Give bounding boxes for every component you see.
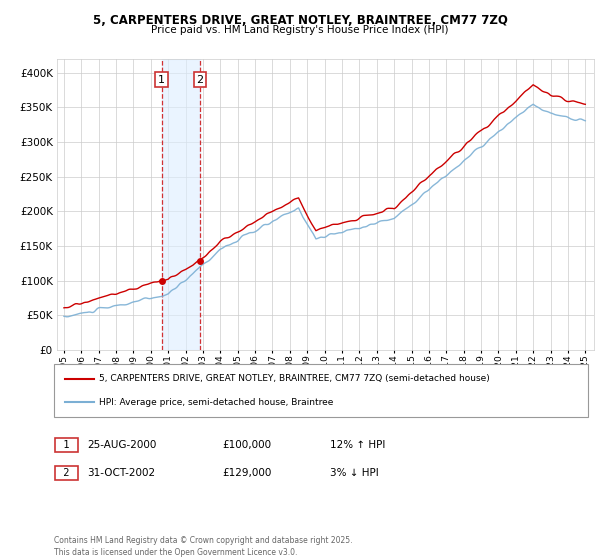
Text: £129,000: £129,000 [222, 468, 271, 478]
Text: 2: 2 [197, 74, 203, 85]
Text: 2: 2 [57, 468, 76, 478]
Text: HPI: Average price, semi-detached house, Braintree: HPI: Average price, semi-detached house,… [100, 398, 334, 407]
Text: Price paid vs. HM Land Registry's House Price Index (HPI): Price paid vs. HM Land Registry's House … [151, 25, 449, 35]
Text: Contains HM Land Registry data © Crown copyright and database right 2025.
This d: Contains HM Land Registry data © Crown c… [54, 536, 353, 557]
FancyBboxPatch shape [54, 364, 588, 417]
Text: 1: 1 [158, 74, 165, 85]
Text: 3% ↓ HPI: 3% ↓ HPI [330, 468, 379, 478]
Text: 1: 1 [57, 440, 76, 450]
Text: 31-OCT-2002: 31-OCT-2002 [87, 468, 155, 478]
Text: 5, CARPENTERS DRIVE, GREAT NOTLEY, BRAINTREE, CM77 7ZQ: 5, CARPENTERS DRIVE, GREAT NOTLEY, BRAIN… [92, 14, 508, 27]
Text: £100,000: £100,000 [222, 440, 271, 450]
Bar [162, 59, 200, 350]
Text: 5, CARPENTERS DRIVE, GREAT NOTLEY, BRAINTREE, CM77 7ZQ (semi-detached house): 5, CARPENTERS DRIVE, GREAT NOTLEY, BRAIN… [100, 375, 490, 384]
Text: 12% ↑ HPI: 12% ↑ HPI [330, 440, 385, 450]
Text: 25-AUG-2000: 25-AUG-2000 [87, 440, 157, 450]
